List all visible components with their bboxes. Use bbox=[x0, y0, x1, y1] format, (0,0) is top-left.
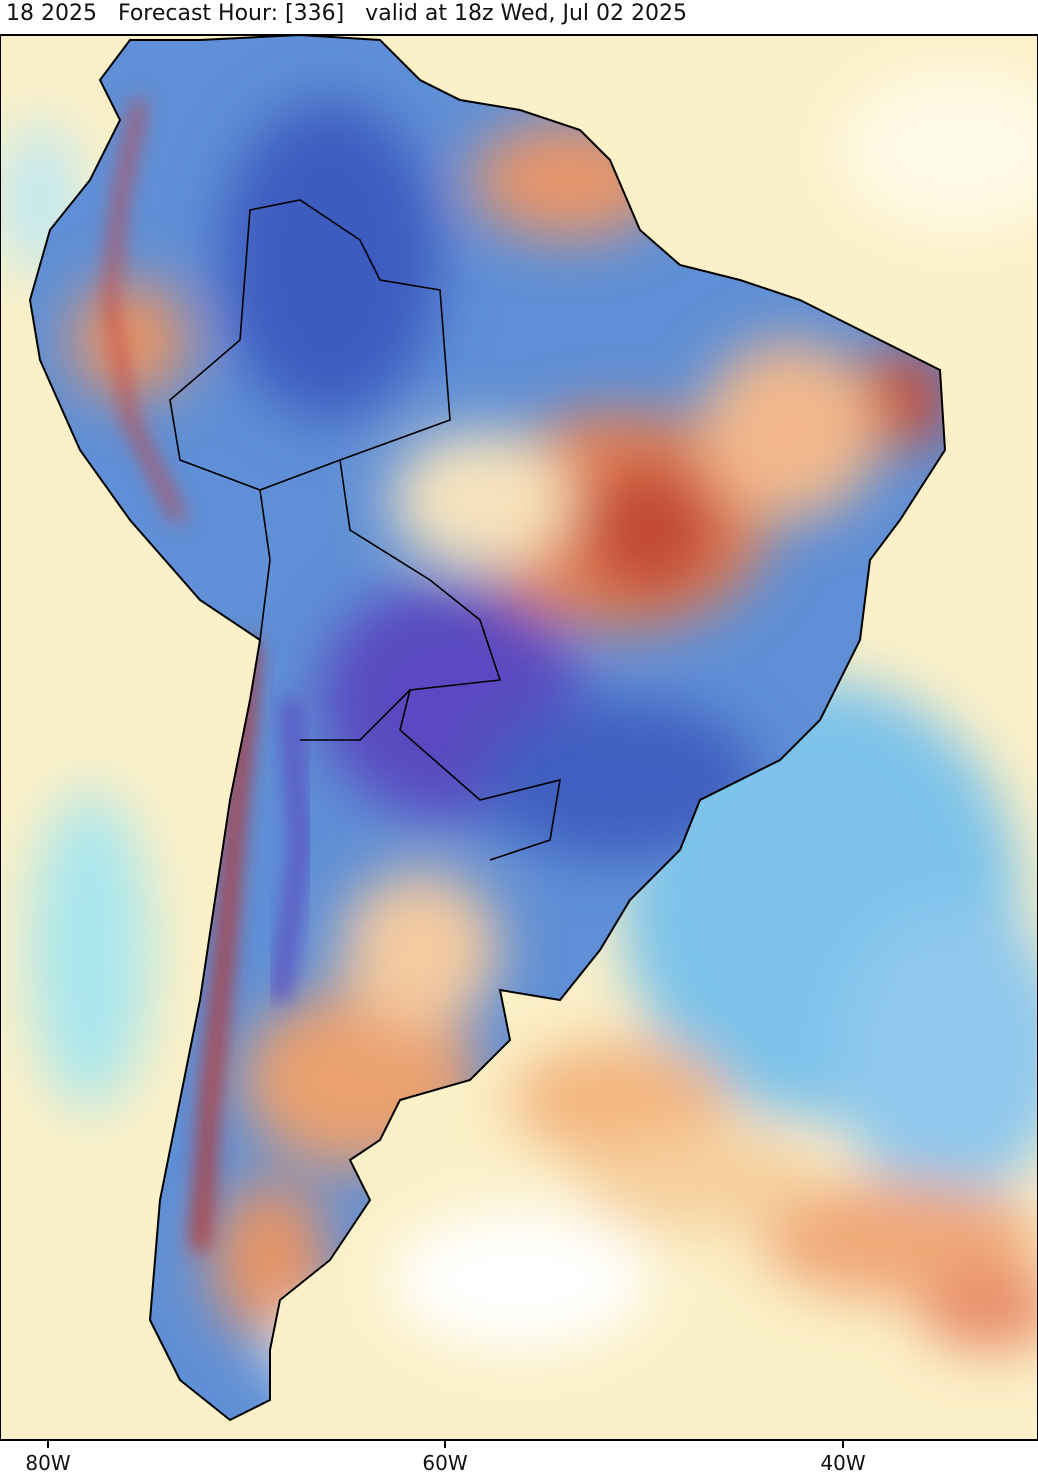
lon-label: 60W bbox=[422, 1451, 467, 1475]
map-title: 18 2025 Forecast Hour: [336] valid at 18… bbox=[6, 1, 687, 26]
map-frame bbox=[0, 34, 1038, 1441]
lon-label: 80W bbox=[25, 1451, 70, 1475]
lon-label: 40W bbox=[820, 1451, 865, 1475]
map-field bbox=[0, 35, 1038, 1440]
